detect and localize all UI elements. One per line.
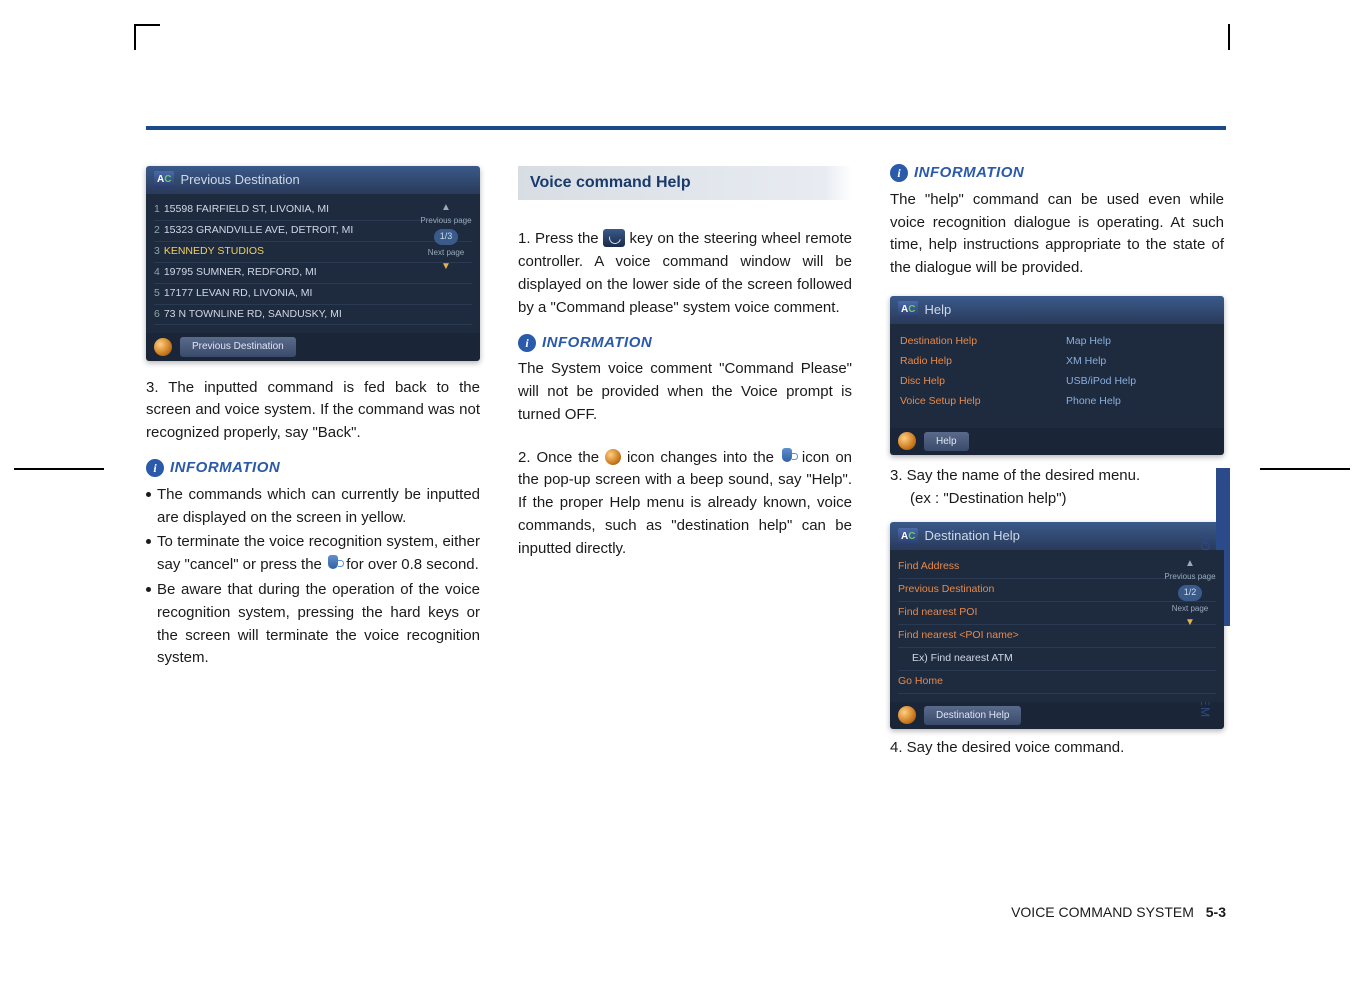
list-item: 673 N TOWNLINE RD, SANDUSKY, MI bbox=[154, 305, 472, 326]
screenshot-titlebar: AC Destination Help bbox=[890, 522, 1224, 550]
help-item: Phone Help bbox=[1066, 394, 1214, 410]
list-item: Go Home bbox=[898, 671, 1216, 694]
section-heading: Voice command Help bbox=[518, 166, 852, 200]
bullet-1: The commands which can currently be inpu… bbox=[146, 484, 480, 530]
prev-page-label: Previous page bbox=[1162, 571, 1218, 583]
column-1: AC Previous Destination 115598 FAIRFIELD… bbox=[146, 166, 480, 760]
pager: ▲ Previous page 1/3 Next page ▼ bbox=[418, 200, 474, 274]
mic-icon bbox=[898, 706, 916, 724]
bullet-text: To terminate the voice recognition syste… bbox=[157, 531, 480, 577]
help-item: Voice Setup Help bbox=[900, 394, 1048, 410]
information-title: INFORMATION bbox=[170, 457, 280, 480]
crop-mark bbox=[134, 24, 160, 26]
ac-badge: AC bbox=[898, 301, 918, 318]
column-3: i INFORMATION The "help" command can be … bbox=[890, 166, 1224, 760]
step-3: 3. The inputted command is fed back to t… bbox=[146, 377, 480, 445]
information-title: INFORMATION bbox=[542, 332, 652, 355]
screenshot-footer: Previous Destination bbox=[146, 333, 480, 360]
voice-key-icon bbox=[603, 229, 625, 247]
help-item: Radio Help bbox=[900, 354, 1048, 370]
info-icon: i bbox=[518, 334, 536, 352]
screenshot-title: Help bbox=[924, 300, 951, 320]
step-4: 4. Say the desired voice command. bbox=[890, 737, 1224, 760]
footer-button: Destination Help bbox=[924, 706, 1021, 725]
screenshot-previous-destination: AC Previous Destination 115598 FAIRFIELD… bbox=[146, 166, 480, 361]
next-page-label: Next page bbox=[1162, 603, 1218, 615]
help-menu-grid: Destination Help Map Help Radio Help XM Hel… bbox=[890, 324, 1224, 428]
crop-mark bbox=[14, 468, 104, 470]
info-icon: i bbox=[146, 459, 164, 477]
screenshot-titlebar: AC Help bbox=[890, 296, 1224, 324]
page-indicator: 1/3 bbox=[434, 229, 459, 245]
column-2: Voice command Help 1. Press the key on t… bbox=[518, 166, 852, 760]
step-1: 1. Press the key on the steering wheel r… bbox=[518, 228, 852, 319]
page: VOICE COMMAND SYSTEM AC Previous Destina… bbox=[146, 126, 1226, 920]
page-indicator: 1/2 bbox=[1178, 585, 1203, 601]
help-item: XM Help bbox=[1066, 354, 1214, 370]
step-2: 2. Once the icon changes into the icon o… bbox=[518, 447, 852, 561]
information-heading: i INFORMATION bbox=[890, 162, 1224, 185]
info-icon: i bbox=[890, 164, 908, 182]
information-heading: i INFORMATION bbox=[518, 332, 852, 355]
screenshot-footer: Destination Help bbox=[890, 702, 1224, 729]
ac-badge: AC bbox=[154, 171, 174, 188]
screenshot-title: Previous Destination bbox=[180, 170, 299, 190]
bullet-text: Be aware that during the operation of th… bbox=[157, 579, 480, 670]
crop-mark bbox=[1260, 468, 1350, 470]
prev-page-label: Previous page bbox=[418, 215, 474, 227]
top-rule bbox=[146, 126, 1226, 130]
mic-orange-icon bbox=[605, 449, 621, 465]
help-item: Disc Help bbox=[900, 374, 1048, 390]
screenshot-help: AC Help Destination Help Map Help Radio He… bbox=[890, 296, 1224, 455]
help-item: USB/iPod Help bbox=[1066, 374, 1214, 390]
up-arrow-icon: ▲ bbox=[1162, 556, 1218, 571]
screenshot-titlebar: AC Previous Destination bbox=[146, 166, 480, 194]
page-number: 5-3 bbox=[1206, 904, 1226, 920]
screenshot-destination-help: AC Destination Help Find AddressPrevious… bbox=[890, 522, 1224, 729]
bullet-3: Be aware that during the operation of th… bbox=[146, 579, 480, 670]
footer-button: Previous Destination bbox=[180, 337, 296, 356]
info-text: The System voice comment "Command Please… bbox=[518, 358, 852, 426]
mic-blue-icon bbox=[780, 448, 796, 466]
information-title: INFORMATION bbox=[914, 162, 1024, 185]
mic-icon bbox=[154, 338, 172, 356]
information-heading: i INFORMATION bbox=[146, 457, 480, 480]
down-arrow-icon: ▼ bbox=[418, 259, 474, 274]
up-arrow-icon: ▲ bbox=[418, 200, 474, 215]
bullet-2: To terminate the voice recognition syste… bbox=[146, 531, 480, 577]
list-item: Ex) Find nearest ATM bbox=[898, 648, 1216, 671]
screenshot-footer: Help bbox=[890, 428, 1224, 455]
crop-mark bbox=[1228, 24, 1230, 50]
mic-blue-icon bbox=[326, 555, 342, 573]
step-3-example: (ex : "Destination help") bbox=[890, 488, 1224, 511]
pager: ▲ Previous page 1/2 Next page ▼ bbox=[1162, 556, 1218, 630]
mic-icon bbox=[898, 432, 916, 450]
next-page-label: Next page bbox=[418, 247, 474, 259]
crop-mark bbox=[134, 24, 136, 50]
help-item: Destination Help bbox=[900, 334, 1048, 350]
screenshot-title: Destination Help bbox=[924, 526, 1019, 546]
page-footer: VOICE COMMAND SYSTEM 5-3 bbox=[1011, 904, 1226, 920]
footer-button: Help bbox=[924, 432, 969, 451]
down-arrow-icon: ▼ bbox=[1162, 615, 1218, 630]
bullet-text: The commands which can currently be inpu… bbox=[157, 484, 480, 530]
list-item: 517177 LEVAN RD, LIVONIA, MI bbox=[154, 284, 472, 305]
step-3b: 3. Say the name of the desired menu. bbox=[890, 465, 1224, 488]
help-item: Map Help bbox=[1066, 334, 1214, 350]
info-text: The "help" command can be used even whil… bbox=[890, 189, 1224, 280]
footer-label: VOICE COMMAND SYSTEM bbox=[1011, 904, 1194, 920]
ac-badge: AC bbox=[898, 528, 918, 545]
